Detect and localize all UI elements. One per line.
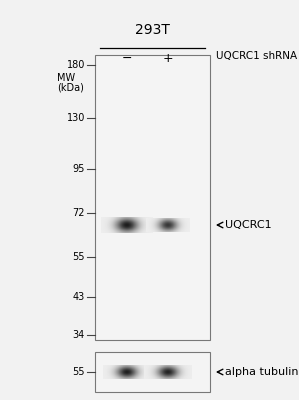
Text: MW: MW	[57, 73, 75, 83]
Bar	[95, 352, 210, 392]
Text: 95: 95	[73, 164, 85, 174]
Text: 34: 34	[73, 330, 85, 340]
Text: UQCRC1 shRNA: UQCRC1 shRNA	[216, 51, 297, 61]
Text: UQCRC1: UQCRC1	[225, 220, 271, 230]
Text: alpha tubulin: alpha tubulin	[225, 367, 298, 377]
Text: −: −	[122, 52, 132, 64]
Text: 43: 43	[73, 292, 85, 302]
Text: 180: 180	[67, 60, 85, 70]
Text: 55: 55	[72, 367, 85, 377]
Text: (kDa): (kDa)	[57, 83, 84, 93]
Text: 55: 55	[72, 252, 85, 262]
Text: 293T: 293T	[135, 23, 170, 37]
Text: 130: 130	[67, 113, 85, 123]
Bar	[95, 55, 210, 340]
Text: 72: 72	[72, 208, 85, 218]
Text: +: +	[163, 52, 173, 64]
